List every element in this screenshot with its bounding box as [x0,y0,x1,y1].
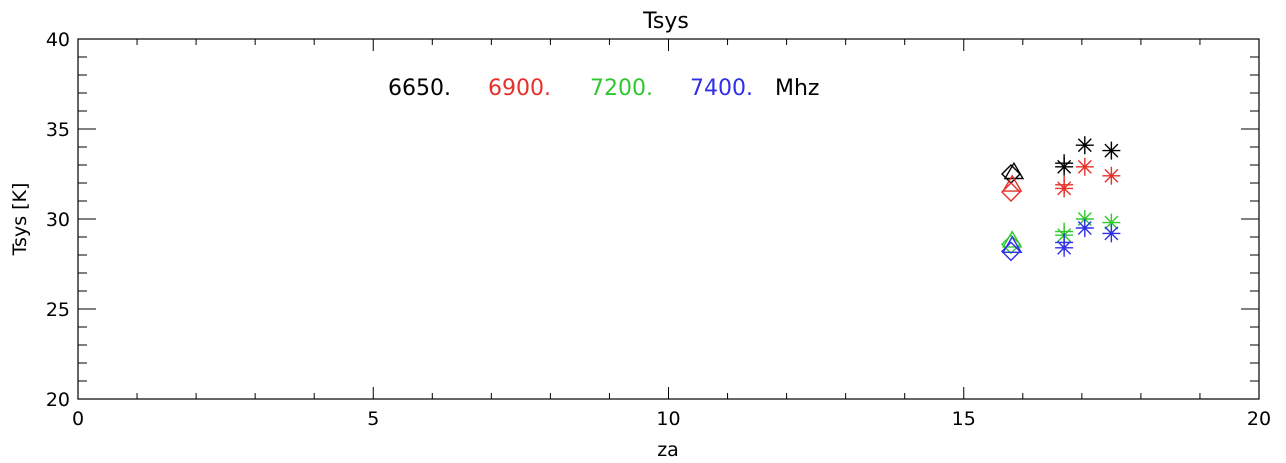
asterisk-marker [1102,224,1121,243]
asterisk-marker [1102,141,1121,160]
y-tick-label: 25 [46,299,70,321]
asterisk-marker [1075,157,1094,176]
y-tick-label: 35 [46,119,70,141]
chart-title: Tsys [642,9,689,34]
legend-entry: 7200. [590,76,653,101]
legend-entry: 6900. [488,76,551,101]
asterisk-marker [1102,166,1121,185]
x-tick-label: 20 [1247,408,1271,430]
triangle-marker [1001,230,1023,248]
triangle-marker [1001,174,1023,192]
legend: 6650. 6900. 7200. 7400. Mhz [388,76,819,101]
x-tick-label: 0 [72,408,84,430]
x-tick-label: 5 [367,408,379,430]
asterisk-marker [1102,213,1121,232]
y-axis-label: Tsys [K] [9,183,31,257]
y-tick-labels: 20 25 30 35 40 [46,29,70,411]
x-tick-labels: 0 5 10 15 20 [72,408,1271,430]
y-tick-label: 30 [46,209,70,231]
axis-ticks [77,38,1260,400]
diamond-marker [1001,234,1021,255]
y-tick-label: 40 [46,29,70,51]
legend-unit: Mhz [775,76,819,101]
asterisk-marker [1055,157,1074,176]
asterisk-marker [1075,136,1094,155]
legend-entry: 7400. [690,76,753,101]
y-tick-label: 20 [46,389,70,411]
x-tick-label: 15 [952,408,976,430]
asterisk-marker [1055,179,1074,198]
asterisk-marker [1055,238,1074,257]
triangle-marker [1001,235,1023,254]
asterisk-marker [1075,219,1094,237]
data-markers [1001,136,1121,262]
triangle-marker [1003,161,1025,180]
legend-entry: 6650. [388,76,451,101]
x-tick-label: 10 [656,408,680,430]
x-axis-label: za [657,439,679,461]
